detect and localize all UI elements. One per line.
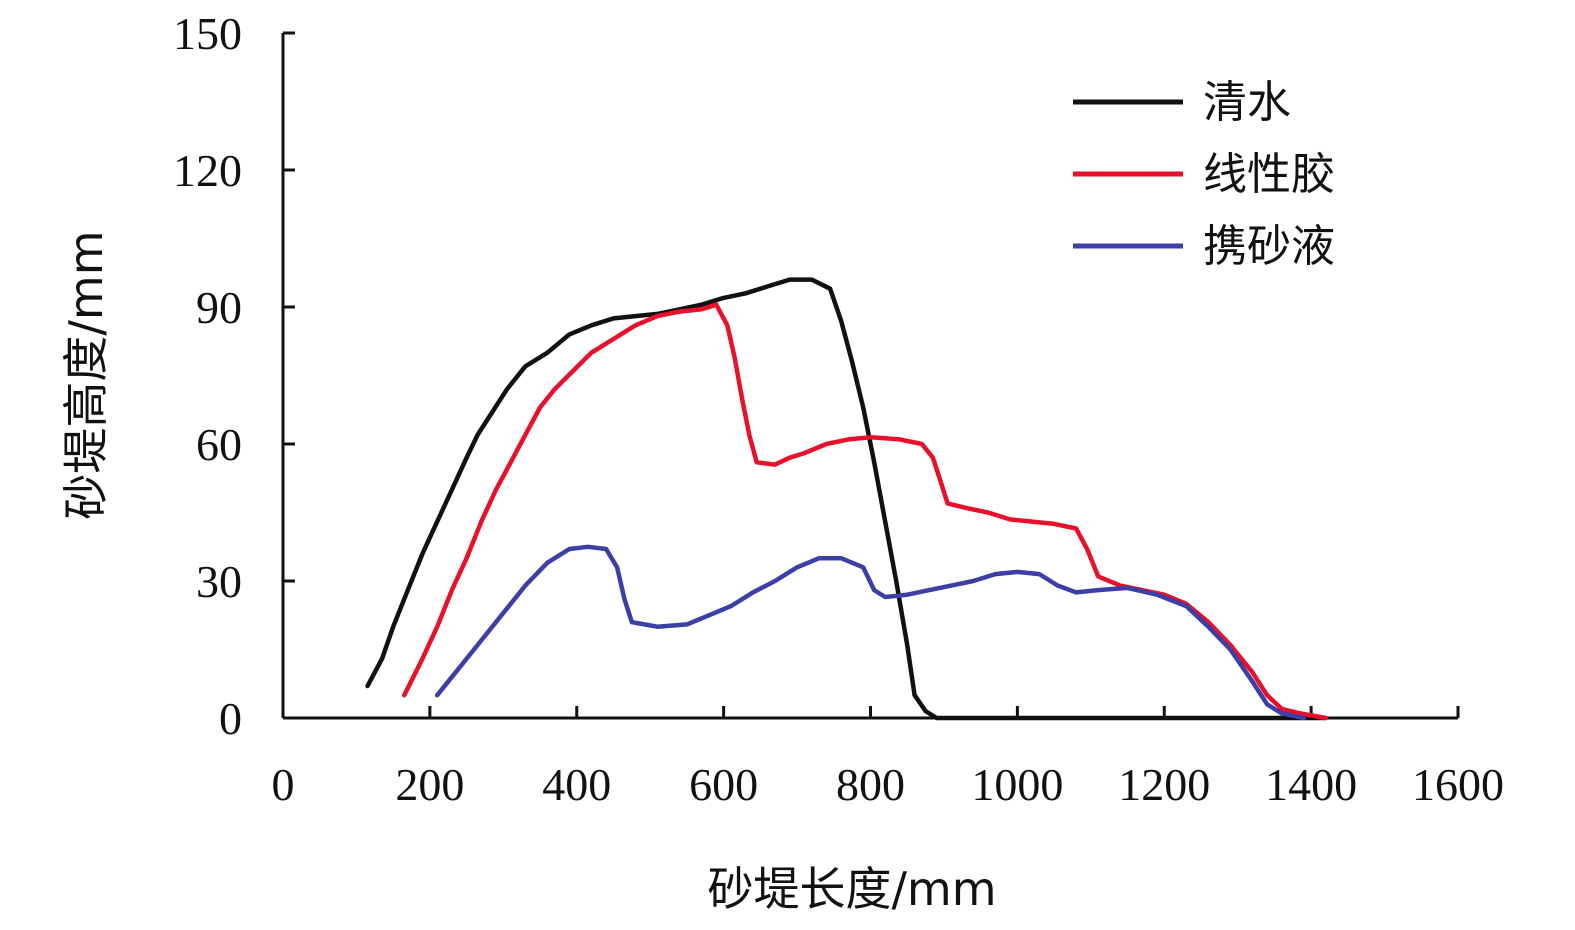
x-ticks: 0 200 400 600 800 1000 1200 1400 1600 (272, 706, 1504, 810)
x-tick-label: 1200 (1118, 759, 1210, 810)
series-line-2 (434, 544, 1307, 721)
x-tick-label: 400 (542, 759, 611, 810)
series-layer (365, 277, 1329, 721)
legend-label-1: 线性胶 (1203, 149, 1335, 200)
x-tick-label: 1400 (1265, 759, 1357, 810)
x-tick-label: 1000 (971, 759, 1063, 810)
y-ticks: 0 30 60 90 120 150 (173, 8, 295, 744)
axes: 0 200 400 600 800 1000 1200 1400 1600 0 30 60 90 120… (173, 8, 1504, 810)
y-tick-label: 30 (196, 556, 242, 607)
y-tick-label: 0 (219, 693, 242, 744)
y-tick-label: 60 (196, 419, 242, 470)
y-axis-title: 砂堤高度/mm (59, 230, 113, 519)
series-line-1 (401, 302, 1329, 721)
legend-label-0: 清水 (1203, 77, 1291, 128)
legend-label-2: 携砂液 (1203, 221, 1335, 272)
x-tick-label: 1600 (1412, 759, 1504, 810)
x-axis-title: 砂堤长度/mm (707, 862, 996, 916)
series-line-0 (365, 277, 1329, 721)
x-tick-label: 600 (689, 759, 758, 810)
y-tick-label: 150 (173, 8, 242, 59)
x-tick-label: 200 (395, 759, 464, 810)
x-tick-label: 0 (272, 759, 295, 810)
x-tick-label: 800 (836, 759, 905, 810)
y-tick-label: 120 (173, 145, 242, 196)
y-tick-label: 90 (196, 282, 242, 333)
